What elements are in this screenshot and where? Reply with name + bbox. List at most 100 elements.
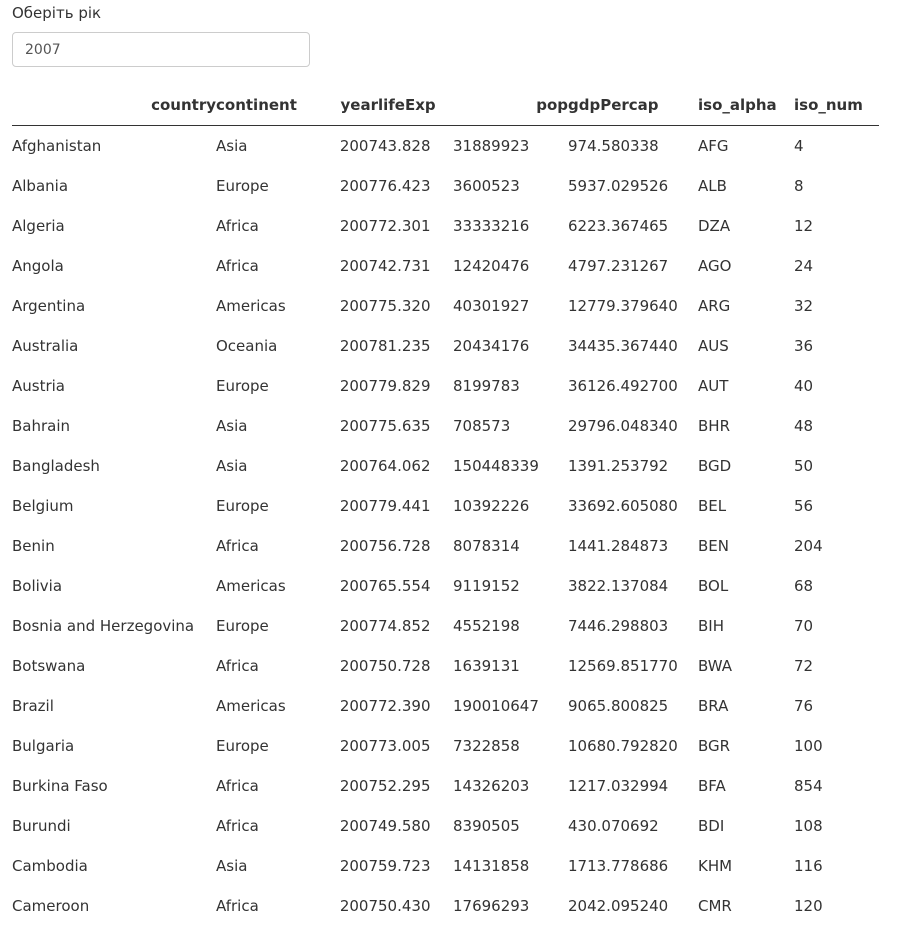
cell-lifeexp: 76.423 xyxy=(378,166,453,206)
cell-gdppercap: 1441.284873 xyxy=(568,526,698,566)
cell-continent: Asia xyxy=(216,846,315,886)
cell-lifeexp: 52.295 xyxy=(378,766,453,806)
cell-country: Bangladesh xyxy=(12,446,216,486)
cell-iso-num: 76 xyxy=(794,686,879,726)
cell-pop: 10392226 xyxy=(453,486,568,526)
cell-iso-alpha: BGR xyxy=(698,726,794,766)
cell-gdppercap: 3822.137084 xyxy=(568,566,698,606)
cell-gdppercap: 36126.492700 xyxy=(568,366,698,406)
cell-year: 2007 xyxy=(315,206,378,246)
cell-continent: Asia xyxy=(216,126,315,167)
cell-gdppercap: 12569.851770 xyxy=(568,646,698,686)
cell-gdppercap: 1713.778686 xyxy=(568,846,698,886)
cell-iso-num: 12 xyxy=(794,206,879,246)
table-header: country continent year lifeExp pop gdpPe… xyxy=(12,85,879,126)
cell-lifeexp: 81.235 xyxy=(378,326,453,366)
cell-lifeexp: 72.390 xyxy=(378,686,453,726)
cell-continent: Africa xyxy=(216,206,315,246)
column-header-iso-num[interactable]: iso_num xyxy=(794,85,879,126)
column-header-continent[interactable]: continent xyxy=(216,85,315,126)
cell-year: 2007 xyxy=(315,766,378,806)
cell-gdppercap: 34435.367440 xyxy=(568,326,698,366)
cell-pop: 150448339 xyxy=(453,446,568,486)
cell-gdppercap: 6223.367465 xyxy=(568,206,698,246)
column-header-country[interactable]: country xyxy=(12,85,216,126)
cell-year: 2007 xyxy=(315,166,378,206)
cell-gdppercap: 974.580338 xyxy=(568,126,698,167)
cell-continent: Europe xyxy=(216,606,315,646)
cell-year: 2007 xyxy=(315,646,378,686)
cell-iso-alpha: DZA xyxy=(698,206,794,246)
cell-year: 2007 xyxy=(315,566,378,606)
cell-iso-num: 50 xyxy=(794,446,879,486)
cell-continent: Africa xyxy=(216,526,315,566)
cell-iso-alpha: CMR xyxy=(698,886,794,926)
cell-country: Cambodia xyxy=(12,846,216,886)
cell-iso-num: 204 xyxy=(794,526,879,566)
cell-year: 2007 xyxy=(315,886,378,926)
cell-continent: Americas xyxy=(216,286,315,326)
column-header-gdppercap[interactable]: gdpPercap xyxy=(568,85,698,126)
cell-continent: Americas xyxy=(216,566,315,606)
cell-year: 2007 xyxy=(315,686,378,726)
cell-pop: 7322858 xyxy=(453,726,568,766)
cell-country: Belgium xyxy=(12,486,216,526)
cell-lifeexp: 50.430 xyxy=(378,886,453,926)
cell-iso-alpha: ALB xyxy=(698,166,794,206)
cell-lifeexp: 79.441 xyxy=(378,486,453,526)
column-header-year[interactable]: year xyxy=(315,85,378,126)
cell-iso-alpha: BDI xyxy=(698,806,794,846)
cell-lifeexp: 75.320 xyxy=(378,286,453,326)
cell-pop: 8078314 xyxy=(453,526,568,566)
cell-iso-num: 854 xyxy=(794,766,879,806)
cell-country: Algeria xyxy=(12,206,216,246)
cell-continent: Africa xyxy=(216,886,315,926)
cell-year: 2007 xyxy=(315,406,378,446)
cell-lifeexp: 56.728 xyxy=(378,526,453,566)
data-table: country continent year lifeExp pop gdpPe… xyxy=(12,85,879,926)
cell-pop: 9119152 xyxy=(453,566,568,606)
cell-lifeexp: 59.723 xyxy=(378,846,453,886)
cell-country: Burundi xyxy=(12,806,216,846)
cell-iso-num: 36 xyxy=(794,326,879,366)
cell-iso-alpha: BRA xyxy=(698,686,794,726)
cell-country: Burkina Faso xyxy=(12,766,216,806)
cell-country: Bulgaria xyxy=(12,726,216,766)
cell-continent: Asia xyxy=(216,406,315,446)
cell-lifeexp: 49.580 xyxy=(378,806,453,846)
cell-iso-num: 4 xyxy=(794,126,879,167)
cell-year: 2007 xyxy=(315,286,378,326)
cell-continent: Africa xyxy=(216,766,315,806)
column-header-pop[interactable]: pop xyxy=(453,85,568,126)
cell-pop: 4552198 xyxy=(453,606,568,646)
cell-iso-num: 116 xyxy=(794,846,879,886)
column-header-iso-alpha[interactable]: iso_alpha xyxy=(698,85,794,126)
cell-country: Brazil xyxy=(12,686,216,726)
cell-continent: Europe xyxy=(216,726,315,766)
cell-iso-alpha: BWA xyxy=(698,646,794,686)
cell-iso-alpha: ARG xyxy=(698,286,794,326)
cell-iso-alpha: BEL xyxy=(698,486,794,526)
cell-country: Argentina xyxy=(12,286,216,326)
year-input[interactable] xyxy=(12,32,310,67)
cell-country: Australia xyxy=(12,326,216,366)
column-header-lifeexp[interactable]: lifeExp xyxy=(378,85,453,126)
cell-lifeexp: 43.828 xyxy=(378,126,453,167)
cell-pop: 31889923 xyxy=(453,126,568,167)
cell-country: Afghanistan xyxy=(12,126,216,167)
cell-iso-num: 32 xyxy=(794,286,879,326)
cell-lifeexp: 64.062 xyxy=(378,446,453,486)
cell-iso-num: 100 xyxy=(794,726,879,766)
